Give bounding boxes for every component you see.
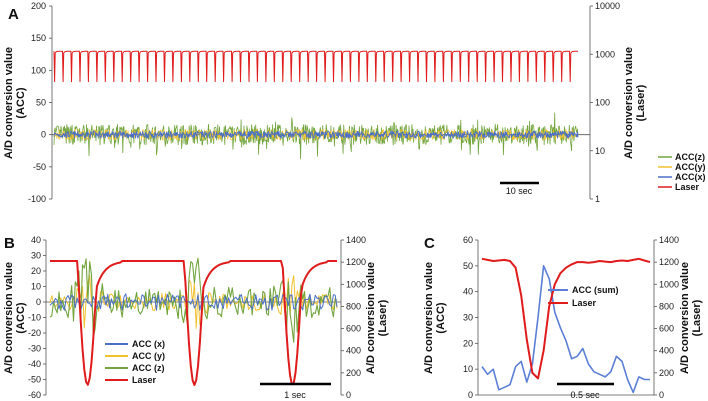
panel-b-left-tick-label: 40 bbox=[31, 235, 41, 245]
panel-b-left-tick-label: -50 bbox=[28, 375, 41, 385]
panel-b-right-tick-label: 600 bbox=[346, 324, 361, 334]
panel-a-left-tick-label: -100 bbox=[28, 194, 46, 204]
panel-b-right-tick-label: 1400 bbox=[346, 235, 366, 245]
panel-a-right-axis-title: A/D conversion value bbox=[623, 47, 635, 159]
panel-a-series-acc-x bbox=[53, 130, 579, 139]
panel-c-right-tick-label: 1000 bbox=[659, 279, 679, 289]
panel-a-left-tick-label: -50 bbox=[33, 162, 46, 172]
panel-a-right-tick-label: 1 bbox=[595, 194, 600, 204]
panel-c-left-tick-label: 50 bbox=[463, 261, 473, 271]
panel-c-left-tick-label: 10 bbox=[463, 364, 473, 374]
panel-a-label: A bbox=[8, 6, 19, 23]
panel-c-right-tick-label: 600 bbox=[659, 324, 674, 334]
panel-b-scale-bar-label: 1 sec bbox=[284, 390, 306, 400]
panel-c-right-axis-unit: (Laser) bbox=[691, 299, 703, 336]
panel-c-right-tick-label: 0 bbox=[659, 390, 664, 400]
panel-c-left-axis-title: A/D conversion value bbox=[423, 262, 435, 374]
panel-b-right-tick-label: 1200 bbox=[346, 257, 366, 267]
panel-b-right-tick-label: 0 bbox=[346, 390, 351, 400]
panel-c-left-tick-label: 20 bbox=[463, 338, 473, 348]
panel-b-legend-label: ACC (z) bbox=[132, 363, 165, 373]
panel-b-right-tick-label: 800 bbox=[346, 301, 361, 311]
panel-a-legend-label: ACC(y) bbox=[675, 162, 706, 172]
panel-a-legend-label: Laser bbox=[675, 182, 700, 192]
panel-c-left-tick-label: 0 bbox=[468, 390, 473, 400]
panel-c-left-tick-label: 60 bbox=[463, 235, 473, 245]
panel-a-legend-label: ACC(x) bbox=[675, 172, 706, 182]
panel-b-left-tick-label: 30 bbox=[31, 251, 41, 261]
panel-b-right-tick-label: 400 bbox=[346, 346, 361, 356]
panel-b-left-tick-label: -30 bbox=[28, 344, 41, 354]
panel-b-left-tick-label: 0 bbox=[36, 297, 41, 307]
panel-b-legend-label: ACC (x) bbox=[132, 339, 165, 349]
panel-a-left-tick-label: 100 bbox=[31, 65, 46, 75]
panel-c-label: C bbox=[424, 235, 435, 252]
panel-c-series-acc-sum bbox=[481, 264, 650, 394]
panel-a-right-tick-label: 10000 bbox=[595, 1, 620, 11]
panel-b-left-tick-label: -60 bbox=[28, 390, 41, 400]
panel-a-scale-bar-label: 10 sec bbox=[506, 186, 533, 196]
panel-c-right-tick-label: 400 bbox=[659, 346, 674, 356]
panel-c-series-laser bbox=[481, 257, 651, 380]
panel-c-left-tick-label: 40 bbox=[463, 287, 473, 297]
panel-a-left-tick-label: 0 bbox=[41, 130, 46, 140]
panel-b-left-tick-label: -20 bbox=[28, 328, 41, 338]
panel-a-right-tick-label: 100 bbox=[595, 98, 610, 108]
panel-a-left-tick-label: 200 bbox=[31, 1, 46, 11]
panel-b-series-laser bbox=[50, 260, 337, 386]
panel-c-right-tick-label: 1400 bbox=[659, 235, 679, 245]
panel-b-right-tick-label: 200 bbox=[346, 368, 361, 378]
panel-c-right-axis-title: A/D conversion value bbox=[679, 262, 691, 374]
panel-a-left-axis-unit: (ACC) bbox=[15, 87, 27, 118]
panel-b-right-axis-title: A/D conversion value bbox=[365, 262, 377, 374]
panel-a-right-axis-unit: (Laser) bbox=[635, 84, 647, 121]
panel-c-right-tick-label: 1200 bbox=[659, 257, 679, 267]
panel-b-left-axis-title: A/D conversion value bbox=[3, 262, 15, 374]
panel-c-legend-label: Laser bbox=[572, 298, 597, 308]
panel-b-left-tick-label: 20 bbox=[31, 266, 41, 276]
panel-a-left-tick-label: 50 bbox=[36, 98, 46, 108]
panel-b-left-tick-label: -10 bbox=[28, 313, 41, 323]
panel-c-left-tick-label: 30 bbox=[463, 313, 473, 323]
panel-c-right-tick-label: 200 bbox=[659, 368, 674, 378]
panel-a-left-tick-label: 150 bbox=[31, 33, 46, 43]
panel-a-right-tick-label: 10 bbox=[595, 146, 605, 156]
panel-b-legend-label: ACC (y) bbox=[132, 351, 165, 361]
panel-b-label: B bbox=[4, 235, 15, 252]
panel-a-legend-label: ACC(z) bbox=[675, 152, 705, 162]
panel-a-right-tick-label: 1000 bbox=[595, 49, 615, 59]
panel-c-left-axis-unit: (ACC) bbox=[435, 302, 447, 333]
panel-b-left-axis-unit: (ACC) bbox=[15, 302, 27, 333]
panel-b-right-axis-unit: (Laser) bbox=[377, 299, 389, 336]
panel-b-left-tick-label: 10 bbox=[31, 282, 41, 292]
panel-b-right-tick-label: 1000 bbox=[346, 279, 366, 289]
panel-a-left-axis-title: A/D conversion value bbox=[3, 47, 15, 159]
panel-c-right-tick-label: 800 bbox=[659, 301, 674, 311]
panel-b-series-acc-x bbox=[49, 293, 338, 311]
panel-b-left-tick-label: -40 bbox=[28, 359, 41, 369]
panel-c-scale-bar-label: 0.5 sec bbox=[570, 390, 600, 400]
panel-b-legend-label: Laser bbox=[132, 375, 157, 385]
panel-c-legend-label: ACC (sum) bbox=[572, 285, 619, 295]
panel-a-series-laser bbox=[53, 50, 578, 83]
